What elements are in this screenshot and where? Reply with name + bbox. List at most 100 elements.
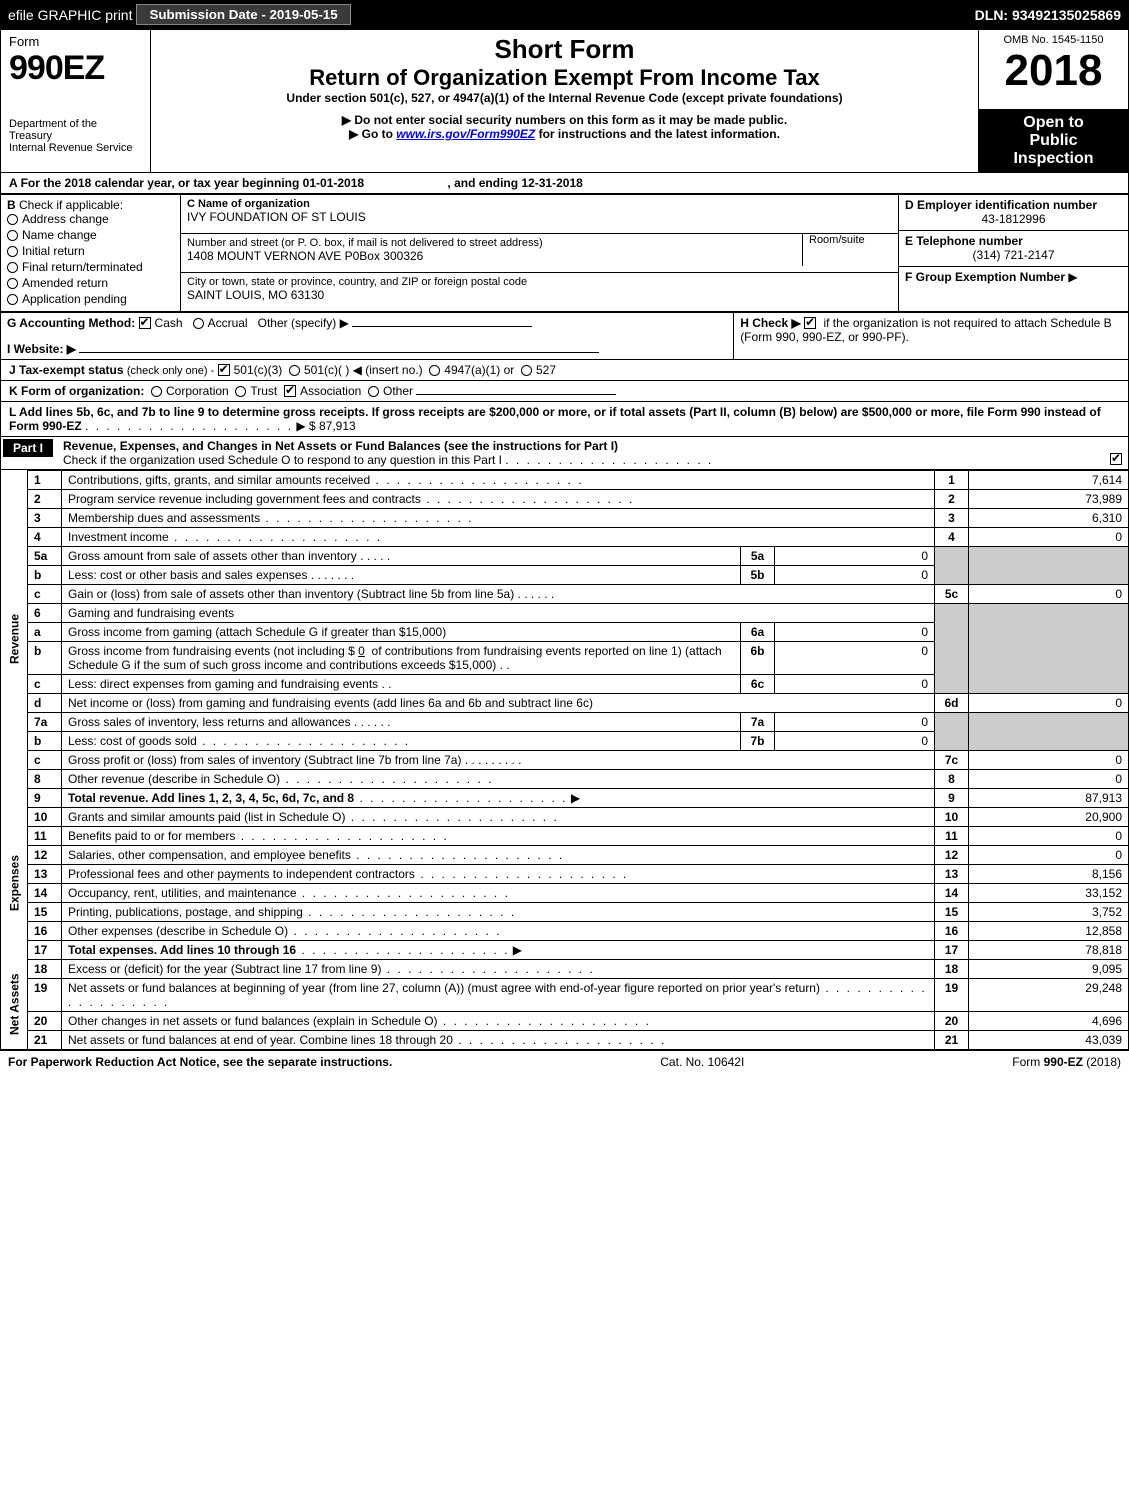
l14-val: 33,152 xyxy=(969,883,1129,902)
check-schedule-o[interactable] xyxy=(1110,453,1122,465)
efile-label: efile GRAPHIC print xyxy=(8,7,132,23)
check-amended-return[interactable]: Amended return xyxy=(7,276,174,290)
l15-val: 3,752 xyxy=(969,902,1129,921)
l5a-num: 5a xyxy=(28,546,62,565)
website-input[interactable] xyxy=(79,352,599,353)
l4-num: 4 xyxy=(28,527,62,546)
l7c-label: Gross profit or (loss) from sales of inv… xyxy=(68,753,461,767)
l20-val: 4,696 xyxy=(969,1011,1129,1030)
period-begin: For the 2018 calendar year, or tax year … xyxy=(21,176,365,190)
l19-num: 19 xyxy=(28,978,62,1011)
check-association[interactable] xyxy=(284,385,296,397)
boxC-label: C Name of organization xyxy=(187,198,892,210)
l21-label: Net assets or fund balances at end of ye… xyxy=(68,1033,453,1047)
phone-value: (314) 721-2147 xyxy=(905,248,1122,262)
lineJ-note: (check only one) - xyxy=(127,365,214,377)
lineK-row: K Form of organization: Corporation Trus… xyxy=(0,381,1129,402)
l14-label: Occupancy, rent, utilities, and maintena… xyxy=(68,886,297,900)
side-revenue: Revenue xyxy=(1,470,28,807)
l10-val: 20,900 xyxy=(969,807,1129,826)
l6d-num: d xyxy=(28,693,62,712)
l11-col: 11 xyxy=(935,826,969,845)
org-city: SAINT LOUIS, MO 63130 xyxy=(187,288,892,302)
l10-label: Grants and similar amounts paid (list in… xyxy=(68,810,345,824)
l1-val: 7,614 xyxy=(969,470,1129,489)
l13-col: 13 xyxy=(935,864,969,883)
boxE-label: E Telephone number xyxy=(905,234,1122,248)
partI-label: Part I xyxy=(3,439,53,457)
l13-label: Professional fees and other payments to … xyxy=(68,867,415,881)
check-corporation[interactable] xyxy=(151,386,162,397)
l12-label: Salaries, other compensation, and employ… xyxy=(68,848,351,862)
l1-label: Contributions, gifts, grants, and simila… xyxy=(68,473,370,487)
l12-val: 0 xyxy=(969,845,1129,864)
org-info-grid: B Check if applicable: Address change Na… xyxy=(0,194,1129,312)
form-number: 990EZ xyxy=(9,49,142,88)
advisory2-pre: ▶ Go to xyxy=(349,127,396,141)
check-accrual[interactable] xyxy=(193,318,204,329)
irs-label: Internal Revenue Service xyxy=(9,142,142,154)
return-title: Return of Organization Exempt From Incom… xyxy=(159,65,970,91)
l15-label: Printing, publications, postage, and shi… xyxy=(68,905,303,919)
l3-val: 6,310 xyxy=(969,508,1129,527)
l13-val: 8,156 xyxy=(969,864,1129,883)
l7c-num: c xyxy=(28,750,62,769)
l5b-label: Less: cost or other basis and sales expe… xyxy=(68,568,307,582)
l19-label: Net assets or fund balances at beginning… xyxy=(68,981,820,995)
l7a-subnum: 7a xyxy=(741,712,775,731)
l5a-subnum: 5a xyxy=(741,546,775,565)
dln-label: DLN: 93492135025869 xyxy=(975,7,1121,23)
advisory-link: ▶ Go to www.irs.gov/Form990EZ for instru… xyxy=(159,127,970,141)
check-501c3[interactable] xyxy=(218,364,230,376)
check-cash[interactable] xyxy=(139,317,151,329)
check-name-change[interactable]: Name change xyxy=(7,228,174,242)
ein-value: 43-1812996 xyxy=(905,212,1122,226)
l4-label: Investment income xyxy=(68,530,169,544)
lineJ-label: J Tax-exempt status xyxy=(9,363,124,377)
l11-val: 0 xyxy=(969,826,1129,845)
check-other-org[interactable] xyxy=(368,386,379,397)
partI-sub: Check if the organization used Schedule … xyxy=(63,453,1126,467)
l20-label: Other changes in net assets or fund bala… xyxy=(68,1014,438,1028)
lineI-label: I Website: ▶ xyxy=(7,342,76,356)
l16-num: 16 xyxy=(28,921,62,940)
boxF-arrow: ▶ xyxy=(1068,270,1077,284)
org-address: 1408 MOUNT VERNON AVE P0Box 300326 xyxy=(187,249,802,263)
check-trust[interactable] xyxy=(235,386,246,397)
check-527[interactable] xyxy=(521,365,532,376)
check-application-pending[interactable]: Application pending xyxy=(7,292,174,306)
l7c-col: 7c xyxy=(935,750,969,769)
lineK-label: K Form of organization: xyxy=(9,384,144,398)
l5b-subnum: 5b xyxy=(741,565,775,584)
period-end: , and ending 12-31-2018 xyxy=(447,176,582,190)
l18-num: 18 xyxy=(28,959,62,978)
l16-label: Other expenses (describe in Schedule O) xyxy=(68,924,288,938)
l12-num: 12 xyxy=(28,845,62,864)
submission-date-button[interactable]: Submission Date - 2019-05-15 xyxy=(136,4,350,25)
l2-val: 73,989 xyxy=(969,489,1129,508)
l17-arrow: ▶ xyxy=(513,943,522,957)
l5c-label: Gain or (loss) from sale of assets other… xyxy=(68,587,514,601)
advisory2-post: for instructions and the latest informat… xyxy=(539,127,780,141)
irs-link[interactable]: www.irs.gov/Form990EZ xyxy=(396,127,535,141)
check-address-change[interactable]: Address change xyxy=(7,212,174,226)
checkB-label: Check if applicable: xyxy=(19,198,123,212)
check-schedule-b[interactable] xyxy=(804,317,816,329)
check-4947[interactable] xyxy=(429,365,440,376)
under-section: Under section 501(c), 527, or 4947(a)(1)… xyxy=(159,91,970,105)
part-i-table: Revenue 1 Contributions, gifts, grants, … xyxy=(0,470,1129,1050)
lineJ-row: J Tax-exempt status (check only one) - 5… xyxy=(0,360,1129,381)
room-label: Room/suite xyxy=(809,234,892,246)
l21-num: 21 xyxy=(28,1030,62,1049)
l17-num: 17 xyxy=(28,940,62,959)
l21-col: 21 xyxy=(935,1030,969,1049)
partI-header: Part I Revenue, Expenses, and Changes in… xyxy=(0,437,1129,470)
l6d-col: 6d xyxy=(935,693,969,712)
l5c-num: c xyxy=(28,584,62,603)
check-final-return[interactable]: Final return/terminated xyxy=(7,260,174,274)
check-initial-return[interactable]: Initial return xyxy=(7,244,174,258)
side-netassets: Net Assets xyxy=(1,959,28,1049)
l2-col: 2 xyxy=(935,489,969,508)
check-501c[interactable] xyxy=(289,365,300,376)
l6b-subnum: 6b xyxy=(741,641,775,674)
